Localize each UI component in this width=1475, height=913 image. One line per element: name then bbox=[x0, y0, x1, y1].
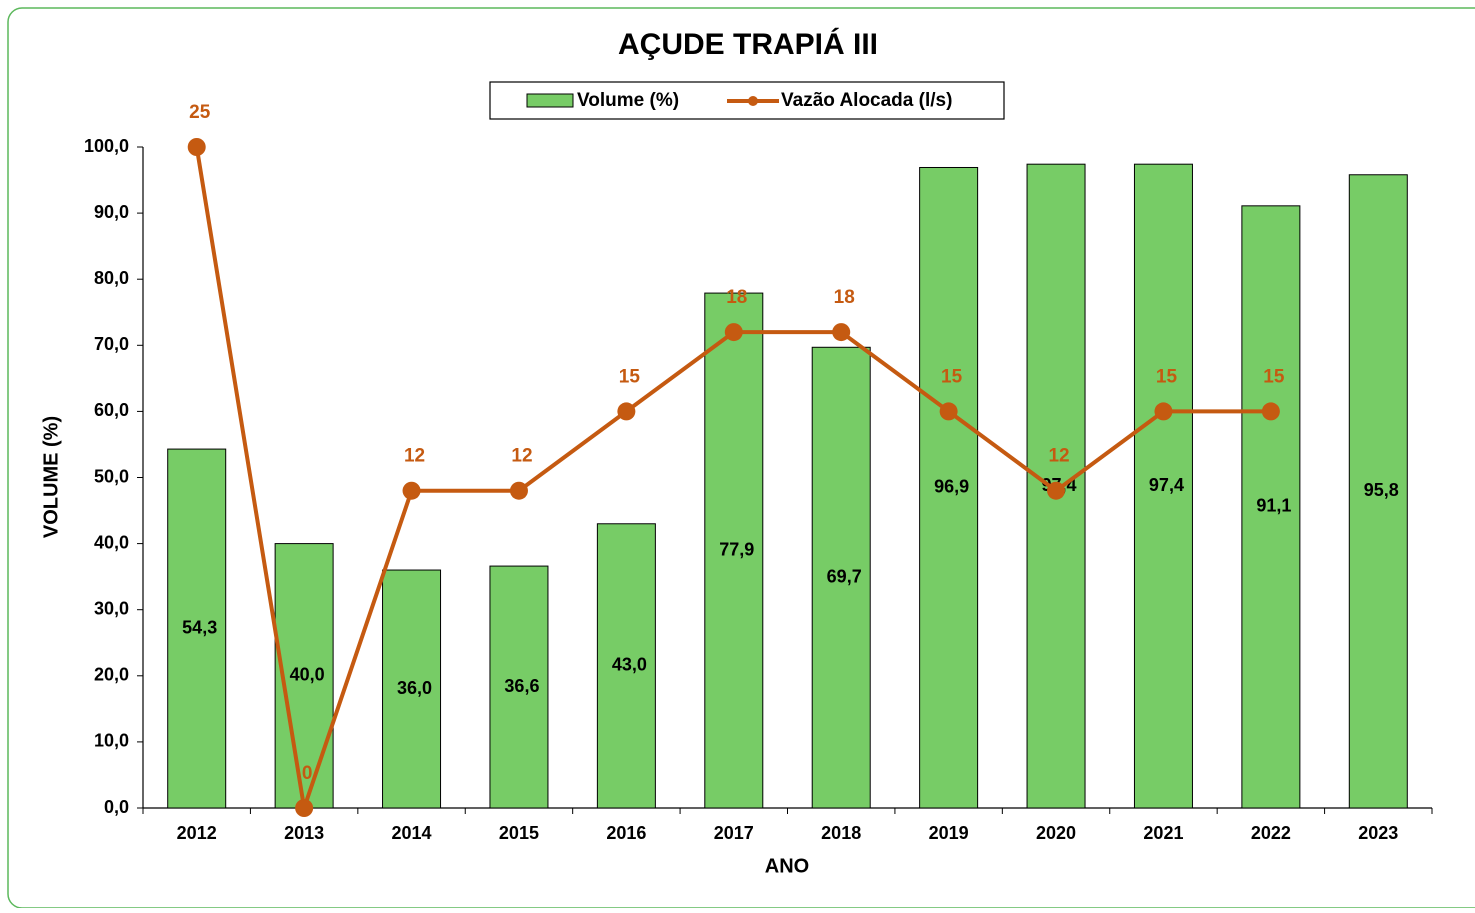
line-point bbox=[1047, 481, 1066, 500]
bar-label: 43,0 bbox=[612, 655, 647, 675]
bar bbox=[274, 543, 334, 809]
bar-label: 96,9 bbox=[934, 476, 969, 496]
chart-title: AÇUDE TRAPIÁ III bbox=[618, 27, 878, 61]
y-tick-label: 70,0 bbox=[94, 334, 129, 354]
x-tick-label: 2017 bbox=[714, 823, 754, 843]
line-label: 12 bbox=[1048, 446, 1069, 467]
x-tick-label: 2013 bbox=[284, 823, 324, 843]
x-tick-label: 2019 bbox=[929, 823, 969, 843]
bar-label: 91,1 bbox=[1256, 496, 1291, 516]
line-point bbox=[724, 323, 743, 342]
bar-label: 77,9 bbox=[719, 539, 754, 559]
bar bbox=[167, 448, 227, 809]
bar bbox=[1241, 205, 1301, 809]
bar-label: 40,0 bbox=[290, 665, 325, 685]
bar bbox=[1133, 163, 1193, 809]
y-tick-label: 90,0 bbox=[94, 202, 129, 222]
bar bbox=[704, 292, 764, 809]
x-tick-label: 2021 bbox=[1143, 823, 1183, 843]
y-axis-label: VOLUME (%) bbox=[40, 416, 62, 538]
line-label: 18 bbox=[726, 287, 747, 308]
x-tick-label: 2014 bbox=[392, 823, 432, 843]
x-tick-label: 2012 bbox=[177, 823, 217, 843]
line-point bbox=[939, 402, 958, 421]
bar-label: 54,3 bbox=[182, 617, 217, 637]
y-tick-label: 40,0 bbox=[94, 532, 129, 552]
bar bbox=[811, 346, 871, 809]
x-tick-label: 2015 bbox=[499, 823, 539, 843]
y-tick-label: 30,0 bbox=[94, 598, 129, 618]
bar-label: 95,8 bbox=[1364, 480, 1399, 500]
bar-label: 36,0 bbox=[397, 678, 432, 698]
line-label: 15 bbox=[619, 366, 641, 387]
y-tick-label: 50,0 bbox=[94, 466, 129, 486]
legend-label: Volume (%) bbox=[577, 90, 679, 111]
line-label: 25 bbox=[189, 102, 211, 123]
legend-label: Vazão Alocada (l/s) bbox=[781, 90, 952, 111]
y-tick-label: 80,0 bbox=[94, 268, 129, 288]
line-point bbox=[509, 481, 528, 500]
line-label: 18 bbox=[834, 287, 855, 308]
y-tick-label: 10,0 bbox=[94, 731, 129, 751]
x-tick-label: 2018 bbox=[821, 823, 861, 843]
y-tick-label: 100,0 bbox=[84, 136, 129, 156]
bar-label: 97,4 bbox=[1149, 475, 1184, 495]
line-label: 15 bbox=[1263, 366, 1285, 387]
bar bbox=[382, 569, 442, 809]
x-axis-label: ANO bbox=[765, 855, 809, 877]
bar bbox=[489, 565, 549, 809]
bar-label: 69,7 bbox=[827, 566, 862, 586]
line-point bbox=[1261, 402, 1280, 421]
line-label: 0 bbox=[302, 763, 313, 784]
legend-marker bbox=[748, 96, 758, 106]
x-tick-label: 2016 bbox=[606, 823, 646, 843]
x-tick-label: 2022 bbox=[1251, 823, 1291, 843]
line-label: 12 bbox=[404, 446, 425, 467]
y-tick-label: 20,0 bbox=[94, 665, 129, 685]
line-label: 15 bbox=[1156, 366, 1178, 387]
line-point bbox=[1154, 402, 1173, 421]
line-label: 15 bbox=[941, 366, 963, 387]
x-tick-label: 2020 bbox=[1036, 823, 1076, 843]
line-point bbox=[295, 799, 314, 817]
line-point bbox=[402, 481, 421, 500]
bar bbox=[919, 166, 979, 809]
y-tick-label: 60,0 bbox=[94, 400, 129, 420]
legend-swatch bbox=[526, 93, 574, 108]
line-point bbox=[832, 323, 851, 342]
line-point bbox=[187, 138, 206, 156]
y-tick-label: 0,0 bbox=[104, 797, 129, 817]
line-point bbox=[617, 402, 636, 421]
x-tick-label: 2023 bbox=[1358, 823, 1398, 843]
bar bbox=[596, 523, 656, 809]
line-label: 12 bbox=[511, 446, 532, 467]
bar bbox=[1348, 174, 1408, 809]
bar-label: 36,6 bbox=[504, 676, 539, 696]
